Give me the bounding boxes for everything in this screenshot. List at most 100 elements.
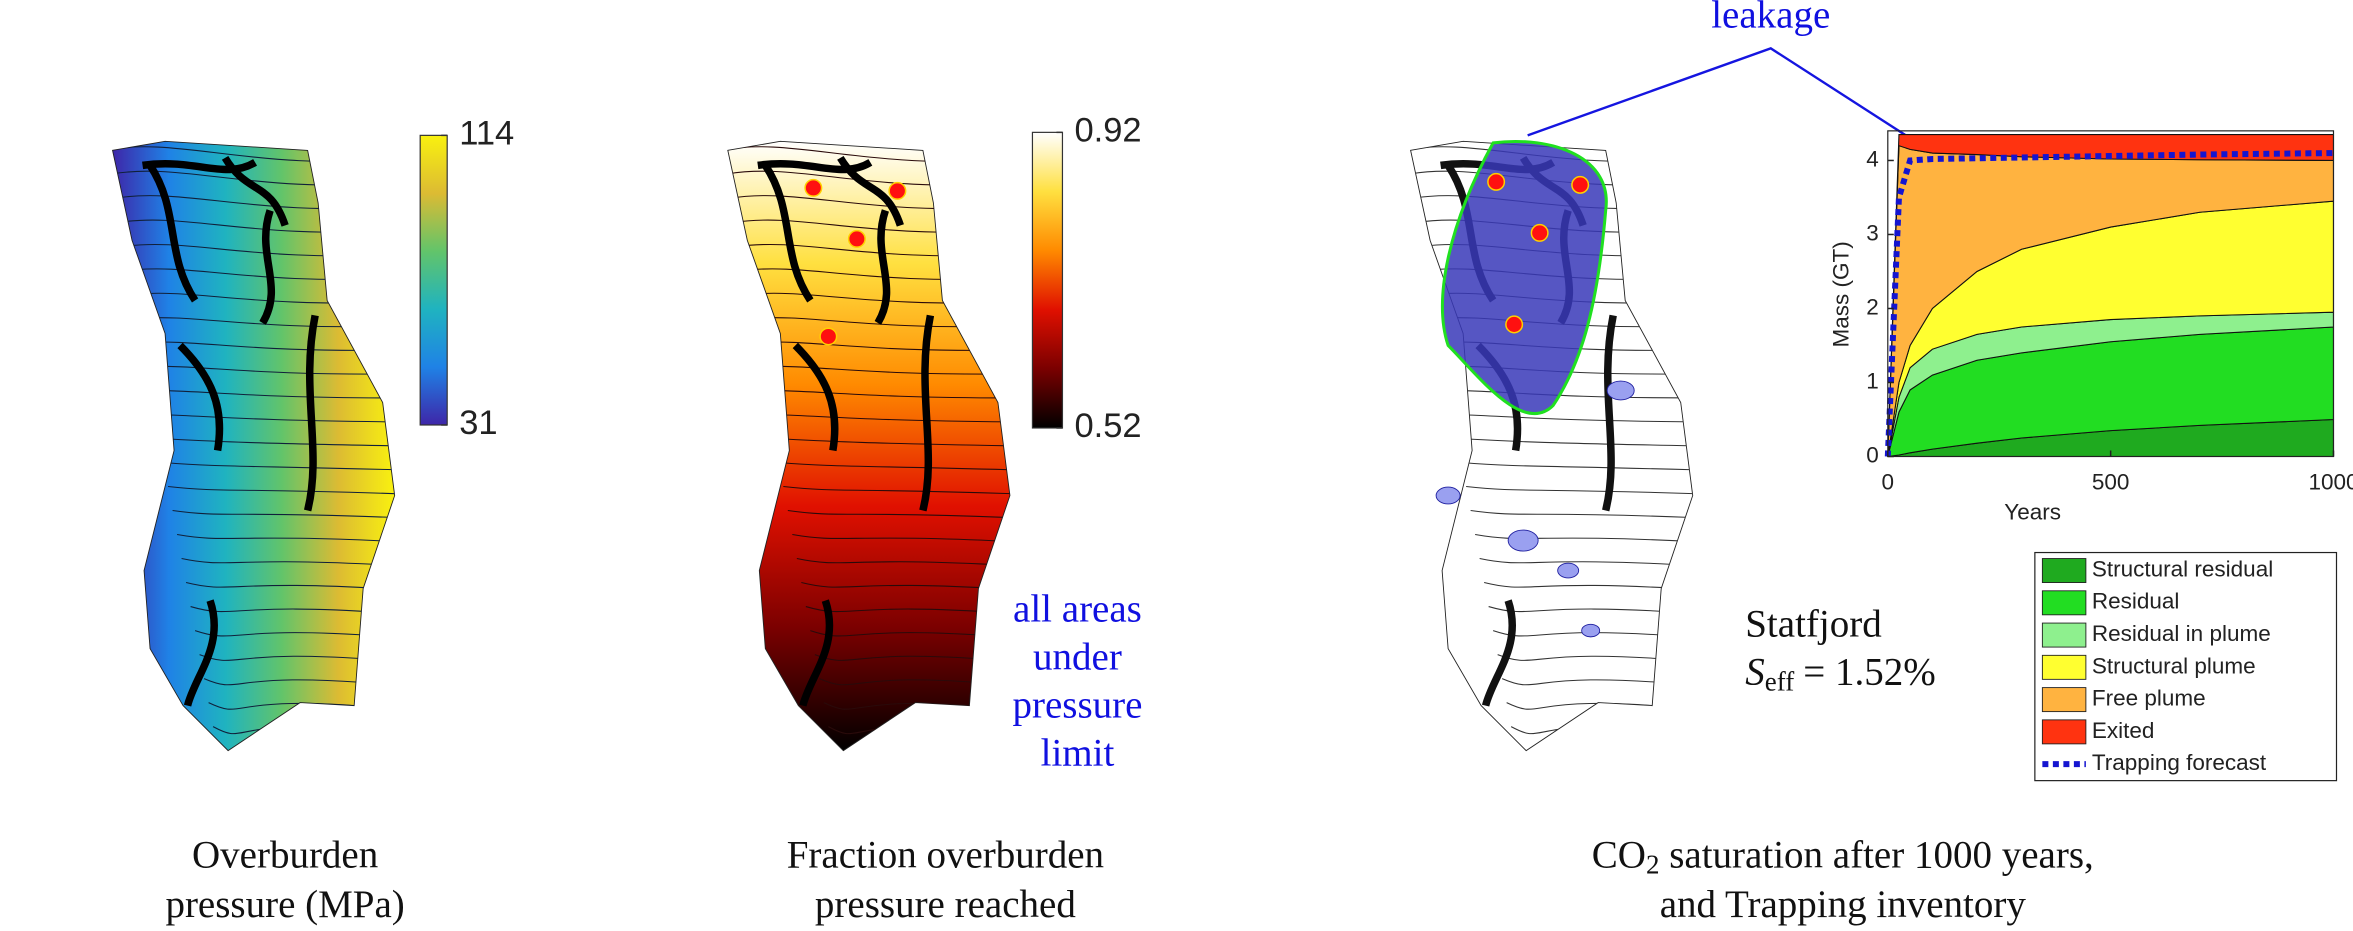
ridge	[874, 209, 891, 325]
ridge	[183, 599, 218, 707]
annotation: Seff = 1.52%	[1745, 651, 1935, 697]
injection-well	[819, 327, 838, 346]
contour	[810, 630, 1010, 639]
plume	[1441, 139, 1608, 415]
contour	[163, 461, 395, 471]
legend-label: Structural plume	[2092, 653, 2256, 678]
map	[1410, 139, 1694, 752]
contour	[168, 485, 395, 495]
contour	[792, 534, 1010, 543]
y-tick-label: 0	[1866, 442, 1879, 467]
symbol: S	[1745, 651, 1765, 694]
contour	[1484, 582, 1693, 591]
caption: and Trapping inventory	[1660, 883, 2027, 926]
ridge	[142, 159, 258, 174]
annotation: pressure	[1012, 684, 1142, 727]
contour	[176, 534, 395, 543]
colorbar	[1031, 131, 1064, 429]
contour	[154, 413, 395, 423]
x-tick-label: 0	[1882, 469, 1895, 494]
ridge	[919, 314, 935, 512]
contour	[150, 389, 395, 399]
contour	[181, 558, 395, 567]
contour	[778, 461, 1010, 471]
legend-swatch	[2041, 687, 2087, 713]
colorbar-tick-label: 114	[459, 114, 514, 152]
ridge	[792, 342, 839, 452]
caption: CO2 saturation after 1000 years,	[1592, 834, 2094, 880]
legend-label: Residual	[2092, 589, 2180, 614]
contour	[199, 654, 395, 663]
annotation: limit	[1041, 732, 1115, 775]
contour	[1479, 558, 1693, 567]
contour	[1492, 630, 1693, 639]
caption: Overburden	[192, 834, 378, 877]
plume-patch	[1557, 562, 1580, 579]
contour	[1452, 413, 1693, 423]
ridge	[177, 342, 224, 452]
ridge	[146, 163, 199, 303]
colorbar-tick-label: 0.52	[1074, 407, 1141, 445]
legend-swatch	[2041, 590, 2087, 616]
contour	[805, 606, 1010, 615]
legend-label: Trapping forecast	[2092, 750, 2267, 775]
ridge	[799, 599, 834, 707]
y-axis-label: Mass (GT)	[1829, 241, 1854, 347]
contour	[145, 365, 395, 375]
contour	[823, 702, 1010, 711]
annotation: all areas	[1013, 588, 1142, 631]
injection-well	[1505, 315, 1524, 334]
annotation: Statfjord	[1745, 603, 1882, 646]
caption: pressure (MPa)	[165, 883, 404, 926]
contour	[185, 582, 395, 591]
contour	[832, 750, 1010, 751]
ridge	[1602, 314, 1617, 512]
contour	[1461, 461, 1693, 471]
plume-patch	[1435, 486, 1461, 505]
injection-well	[1571, 175, 1590, 194]
y-tick-label: 1	[1866, 368, 1879, 393]
contour	[190, 606, 395, 615]
map	[112, 140, 396, 752]
ridge	[1481, 599, 1517, 707]
ridge	[757, 159, 873, 174]
annotation: leakage	[1711, 0, 1830, 36]
injection-well	[804, 178, 823, 197]
ridge	[303, 314, 319, 512]
contour	[194, 630, 395, 639]
contour	[774, 437, 1010, 447]
injection-well	[1487, 172, 1506, 191]
contour	[1501, 678, 1693, 687]
legend-swatch	[2041, 558, 2087, 583]
contour	[819, 678, 1010, 687]
x-tick-label: 500	[2092, 469, 2130, 494]
legend-label: Exited	[2092, 718, 2155, 743]
plume-patch	[1606, 380, 1635, 401]
legend-swatch	[2041, 622, 2087, 648]
contour	[801, 582, 1010, 591]
ridge	[762, 163, 814, 303]
contour	[765, 389, 1010, 399]
map	[727, 140, 1011, 752]
y-tick-label: 2	[1866, 294, 1879, 319]
contour	[1470, 509, 1693, 519]
contour	[1475, 534, 1693, 543]
colorbar-tick-label: 0.92	[1074, 111, 1141, 149]
contour	[1497, 654, 1693, 663]
contour	[159, 437, 395, 447]
legend-swatch	[2041, 719, 2087, 745]
colorbar-tick-label: 31	[459, 404, 497, 442]
map-outline	[727, 140, 1011, 752]
contour	[1515, 750, 1693, 751]
x-tick-label: 1000	[2308, 469, 2353, 494]
contour	[814, 654, 1010, 663]
annotation: under	[1033, 636, 1122, 679]
x-axis-label: Years	[2004, 499, 2061, 524]
text: = 1.52%	[1803, 651, 1935, 694]
contour	[783, 485, 1010, 495]
contour	[172, 509, 395, 519]
contour	[208, 702, 395, 711]
contour	[1457, 437, 1693, 447]
